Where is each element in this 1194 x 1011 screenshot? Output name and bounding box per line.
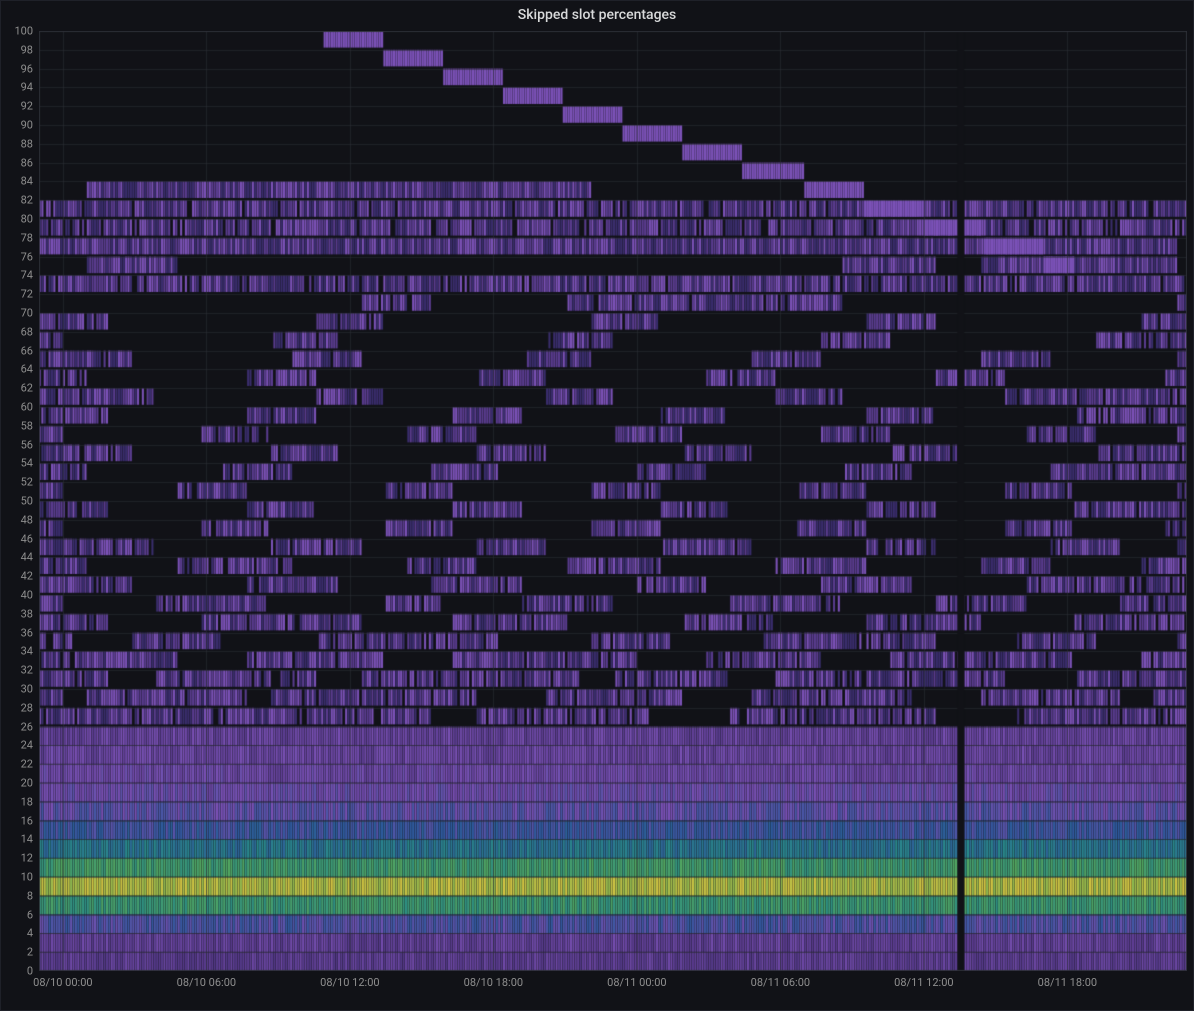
y-tick-label: 68 [21,325,33,338]
y-tick-label: 20 [21,777,33,790]
y-tick-label: 72 [21,288,33,301]
y-tick-label: 16 [21,814,33,827]
heatmap-canvas [39,31,1187,971]
y-tick-label: 66 [21,344,33,357]
y-tick-label: 86 [21,156,33,169]
y-tick-label: 74 [21,269,33,282]
chart-title: Skipped slot percentages [1,1,1193,27]
chart-panel: Skipped slot percentages 024681012141618… [0,0,1194,1011]
y-tick-label: 98 [21,43,33,56]
y-tick-label: 44 [21,551,33,564]
y-tick-label: 82 [21,194,33,207]
y-tick-label: 96 [21,62,33,75]
y-tick-label: 90 [21,119,33,132]
y-tick-label: 94 [21,81,33,94]
x-tick-label: 08/10 18:00 [464,976,523,989]
y-tick-label: 60 [21,401,33,414]
y-tick-label: 2 [27,946,33,959]
y-tick-label: 56 [21,438,33,451]
y-tick-label: 48 [21,513,33,526]
y-tick-label: 92 [21,100,33,113]
y-tick-label: 10 [21,871,33,884]
x-tick-label: 08/11 18:00 [1038,976,1097,989]
x-tick-label: 08/11 06:00 [751,976,810,989]
y-tick-label: 40 [21,589,33,602]
y-tick-label: 38 [21,607,33,620]
y-tick-label: 76 [21,250,33,263]
x-tick-label: 08/10 06:00 [177,976,236,989]
y-axis: 0246810121416182022242628303234363840424… [1,31,37,971]
y-tick-label: 22 [21,758,33,771]
y-tick-label: 42 [21,570,33,583]
x-tick-label: 08/11 00:00 [607,976,666,989]
y-tick-label: 24 [21,739,33,752]
heatmap-plot[interactable] [39,31,1187,971]
y-tick-label: 70 [21,307,33,320]
y-tick-label: 0 [27,965,33,978]
x-tick-label: 08/10 00:00 [33,976,92,989]
y-tick-label: 26 [21,720,33,733]
y-tick-label: 58 [21,419,33,432]
y-tick-label: 50 [21,495,33,508]
y-tick-label: 78 [21,231,33,244]
y-tick-label: 100 [14,25,33,38]
y-tick-label: 8 [27,889,33,902]
y-tick-label: 18 [21,795,33,808]
y-tick-label: 4 [27,927,33,940]
y-tick-label: 64 [21,363,33,376]
y-tick-label: 6 [27,908,33,921]
x-tick-label: 08/10 12:00 [320,976,379,989]
y-tick-label: 80 [21,213,33,226]
y-tick-label: 88 [21,137,33,150]
x-axis: 08/10 00:0008/10 06:0008/10 12:0008/10 1… [39,970,1187,1010]
y-tick-label: 32 [21,664,33,677]
y-tick-label: 46 [21,532,33,545]
y-tick-label: 54 [21,457,33,470]
y-tick-label: 28 [21,701,33,714]
y-tick-label: 62 [21,382,33,395]
y-tick-label: 34 [21,645,33,658]
x-tick-label: 08/11 12:00 [894,976,953,989]
y-tick-label: 52 [21,476,33,489]
y-tick-label: 30 [21,683,33,696]
y-tick-label: 14 [21,833,33,846]
y-tick-label: 36 [21,626,33,639]
y-tick-label: 84 [21,175,33,188]
y-tick-label: 12 [21,852,33,865]
